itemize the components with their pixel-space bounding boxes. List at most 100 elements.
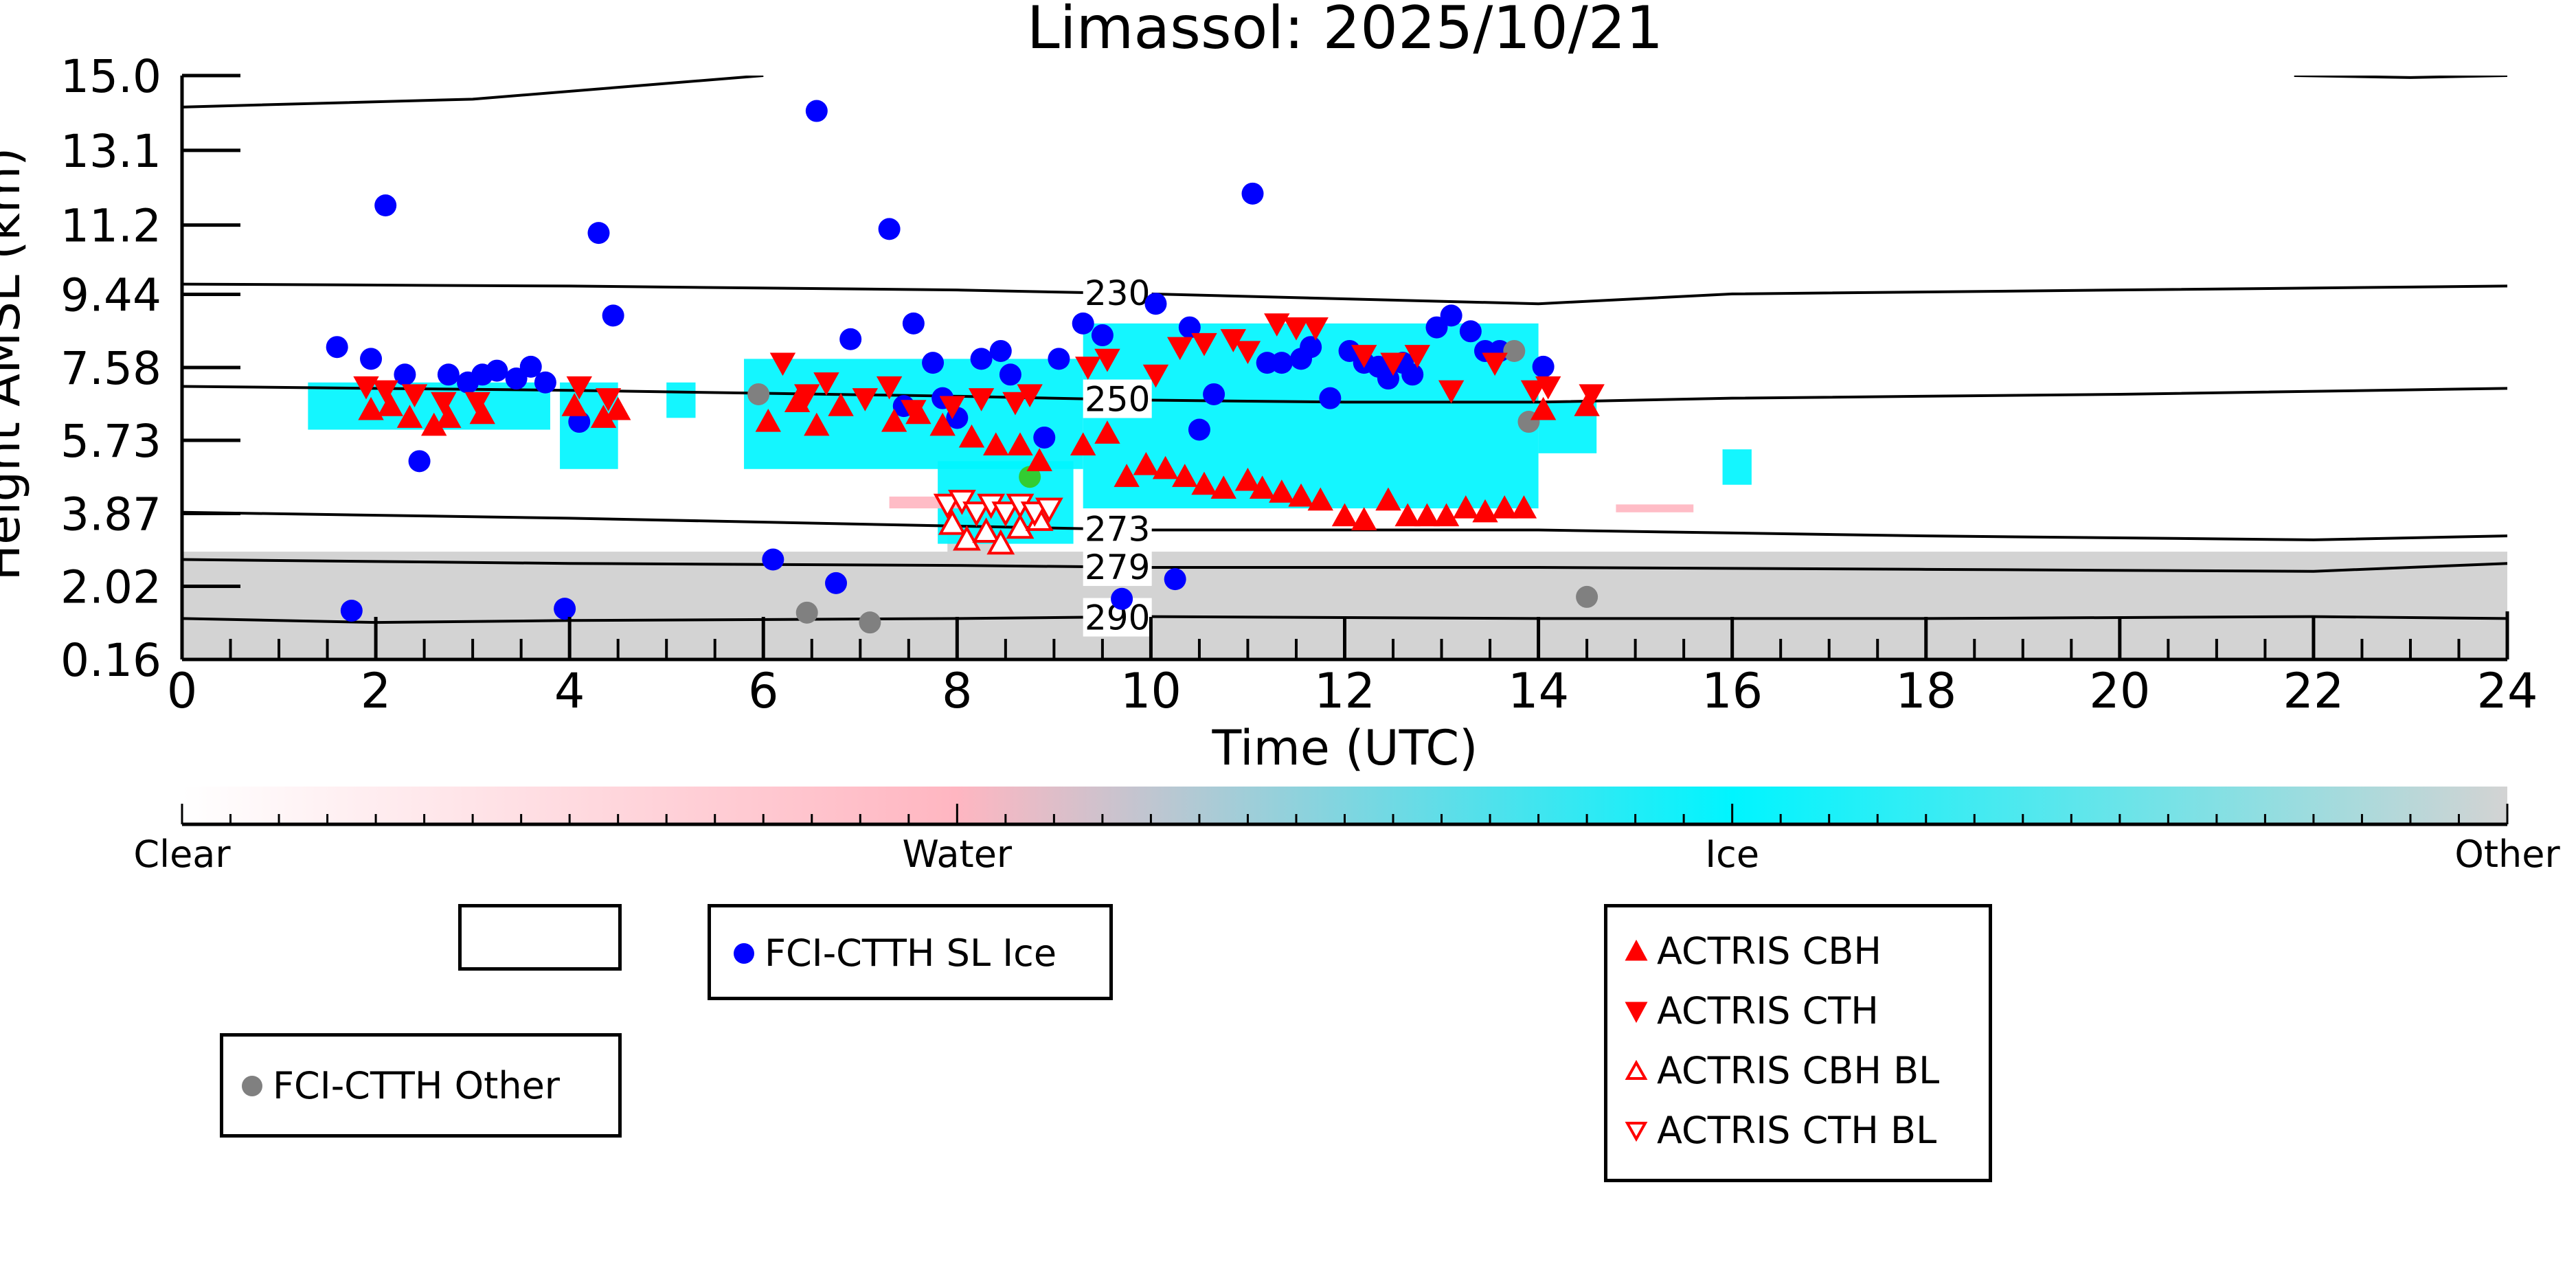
point-actris-cbh: [1351, 507, 1377, 530]
point-actris-cbh: [1453, 495, 1479, 519]
point-actris-cbh: [1288, 483, 1314, 507]
point-actris-cbh: [1234, 467, 1261, 491]
y-tick-label: 9.44: [60, 269, 161, 321]
y-tick-label: 11.2: [60, 200, 161, 253]
isotherm-label-bg: [1083, 509, 1152, 548]
point-fci-ctth-sl-ice: [1144, 293, 1167, 315]
point-actris-cth: [353, 376, 379, 400]
point-fci-ctth-sl-ice: [394, 363, 416, 386]
cloud-mask-ice: [666, 382, 696, 418]
point-actris-cbh: [1269, 479, 1295, 503]
point-actris-cth: [372, 380, 398, 404]
isotherm-line: [182, 558, 2507, 573]
point-fci-ctth-sl-ice: [825, 572, 848, 594]
point-actris-cth: [1351, 345, 1377, 368]
point-actris-cbh: [1026, 448, 1052, 471]
point-fci-ctth-sl-ice: [1091, 324, 1114, 347]
point-actris-cbh: [804, 412, 830, 436]
point-actris-cth: [595, 388, 622, 411]
point-fci-ctth-sl-ice: [408, 450, 431, 473]
chart-title: Limassol: 2025/10/21: [1027, 0, 1663, 63]
legend-marker: [1625, 1002, 1648, 1023]
point-actris-cth: [876, 376, 903, 400]
point-fci-ctth-sl-ice: [805, 100, 828, 122]
colorbar-label: Water: [903, 833, 1013, 876]
point-actris-cbh: [1007, 432, 1033, 456]
x-axis-label: Time (UTC): [1212, 720, 1478, 776]
y-tick-label: 0.16: [60, 634, 161, 687]
point-actris-cth: [464, 392, 490, 416]
point-actris-cbh: [1172, 464, 1198, 487]
isotherm-label-bg: [1083, 379, 1152, 418]
point-actris-cbh-bl: [972, 517, 1001, 543]
isotherm-line: [182, 76, 764, 109]
x-tick-label: 8: [942, 663, 973, 719]
point-actris-cbh: [1375, 487, 1401, 511]
point-fci-ctth-sl-ice: [568, 411, 591, 433]
point-fci-ctth-sl-ice: [1072, 312, 1094, 335]
point-actris-cth: [1234, 341, 1261, 365]
point-actris-cbh-bl: [938, 509, 967, 535]
legend-fci-other: FCI-CTTH Other: [220, 1033, 622, 1138]
point-fci-ctth-sl-ice: [602, 304, 624, 327]
colorbar-label: Clear: [133, 833, 231, 876]
legend-label: ACTRIS CTH: [1657, 989, 1879, 1032]
point-fci-ctth-sl-ice: [1270, 352, 1293, 374]
point-actris-cth: [1264, 313, 1290, 337]
legend-marker: [1625, 1059, 1648, 1080]
point-actris-cth: [1191, 332, 1217, 357]
point-actris-cth: [1142, 364, 1169, 388]
point-actris-cth: [1002, 392, 1028, 416]
point-actris-cbh: [1307, 487, 1333, 511]
legend-entry: FCI-CTTH Other: [231, 1064, 560, 1107]
colorbar-label: Ice: [1705, 833, 1759, 876]
point-actris-cth: [968, 388, 995, 411]
point-fci-ctth-sl-ice: [922, 352, 945, 374]
point-actris-cth-bl: [991, 501, 1020, 527]
isotherm-label-bg: [1083, 273, 1152, 312]
point-actris-cth: [566, 376, 592, 400]
point-actris-cth: [1404, 345, 1430, 368]
point-actris-cth: [939, 396, 965, 420]
point-fci-ctth-sl-ice: [587, 222, 610, 245]
isotherm-line: [2294, 76, 2507, 79]
point-actris-cbh: [881, 408, 907, 432]
point-fci-ctth-sl-ice: [1425, 316, 1448, 339]
point-fci-ctth-sl-ice: [1203, 383, 1225, 405]
point-fci-ctth-sl-ice: [1111, 587, 1133, 610]
point-fci-ctth-sl-ice: [1459, 320, 1482, 343]
legend-entry: ACTRIS CTH: [1616, 989, 1879, 1032]
point-actris-cbh: [1530, 396, 1557, 420]
point-actris-cbh: [929, 412, 956, 436]
point-fci-ctth-sl-ice: [902, 312, 925, 335]
point-fci-ctth-other: [859, 611, 881, 634]
x-tick-label: 0: [167, 663, 198, 719]
point-fci-ctth-sl-ice: [1048, 348, 1070, 370]
point-actris-cbh: [561, 393, 587, 416]
x-tick-label: 2: [361, 663, 392, 719]
isotherm-line: [182, 510, 2507, 541]
x-tick-label: 14: [1508, 663, 1569, 719]
x-tick-label: 4: [554, 663, 585, 719]
point-actris-cth: [1017, 384, 1043, 408]
point-actris-cth: [1380, 352, 1406, 376]
colorbar: Clear Water Ice Other: [133, 787, 2560, 876]
triangle-up-marker-icon: [1616, 939, 1657, 964]
point-actris-cbh-bl: [953, 525, 981, 551]
point-actris-cbh: [1210, 475, 1236, 499]
point-fci-ctth-sl-ice: [1178, 316, 1201, 339]
x-tick-label: 10: [1120, 663, 1182, 719]
x-tick-label: 12: [1314, 663, 1375, 719]
isotherm-label: 273: [1085, 510, 1150, 550]
marker-layer: [326, 100, 1605, 634]
isotherm-label-bg: [1083, 547, 1152, 586]
point-actris-cbh: [1491, 495, 1517, 519]
point-actris-cth: [852, 388, 879, 411]
point-actris-cth: [794, 384, 820, 408]
x-tick-label: 22: [2283, 663, 2344, 719]
axes: 0 2 4 6 8 10 12 14 16 18 20 22 240.162.023.875.737.5…: [60, 50, 2538, 719]
point-actris-cbh-bl: [986, 529, 1015, 555]
point-actris-cbh: [1070, 432, 1096, 456]
